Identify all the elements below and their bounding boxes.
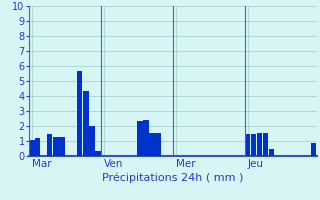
Bar <box>77 71 83 156</box>
Bar <box>245 134 251 156</box>
Bar <box>311 142 316 156</box>
Bar <box>35 138 41 156</box>
Bar <box>155 133 161 156</box>
Bar <box>143 120 148 156</box>
Bar <box>95 151 100 156</box>
Bar <box>257 133 262 156</box>
Bar <box>89 126 94 156</box>
Bar <box>263 133 268 156</box>
Bar <box>137 121 142 156</box>
Bar <box>53 137 59 156</box>
Bar <box>269 148 275 156</box>
Bar <box>29 140 35 156</box>
X-axis label: Précipitations 24h ( mm ): Précipitations 24h ( mm ) <box>102 173 244 183</box>
Bar <box>149 133 155 156</box>
Bar <box>251 134 257 156</box>
Bar <box>47 134 52 156</box>
Bar <box>83 91 89 156</box>
Bar <box>59 137 65 156</box>
